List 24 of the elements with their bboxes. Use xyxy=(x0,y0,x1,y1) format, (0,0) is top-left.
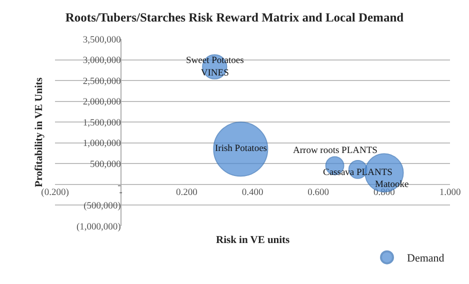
y-tick-label: 3,000,000 xyxy=(82,56,122,66)
annotation: Cassava PLANTS xyxy=(323,168,392,178)
annotation: Matooke xyxy=(375,180,409,190)
x-axis-title: Risk in VE units xyxy=(216,235,290,246)
y-tick-label: 1,000,000 xyxy=(82,139,122,150)
annotation: Irish Potatoes xyxy=(215,144,268,154)
y-tick-label: 1,500,000 xyxy=(82,118,122,128)
x-tick-label: 0.200 xyxy=(176,188,198,198)
x-tick-label: 0.800 xyxy=(373,188,396,198)
y-tick-label: (500,000) xyxy=(84,202,121,212)
annotation: Arrow roots PLANTS xyxy=(293,146,378,156)
y-tick-label: - xyxy=(118,180,121,191)
chart-title: Roots/Tubers/Starches Risk Reward Matrix and Local Demand xyxy=(65,10,404,25)
y-tick-label: 2,000,000 xyxy=(82,98,122,108)
y-tick-label: (1,000,000) xyxy=(76,222,121,232)
x-tick-label: 1.000 xyxy=(439,188,461,198)
y-tick-label: 2,500,000 xyxy=(82,76,122,87)
y-axis-title: Profitability in VE Units xyxy=(34,78,46,188)
x-tick-label: (0.200) xyxy=(41,188,69,198)
x-tick-label: 0.600 xyxy=(308,188,330,198)
y-tick-label: 3,500,000 xyxy=(82,35,122,46)
legend-label: Demand xyxy=(407,252,445,265)
y-tick-label: 500,000 xyxy=(90,160,122,170)
x-tick-label: 0.400 xyxy=(242,188,264,198)
